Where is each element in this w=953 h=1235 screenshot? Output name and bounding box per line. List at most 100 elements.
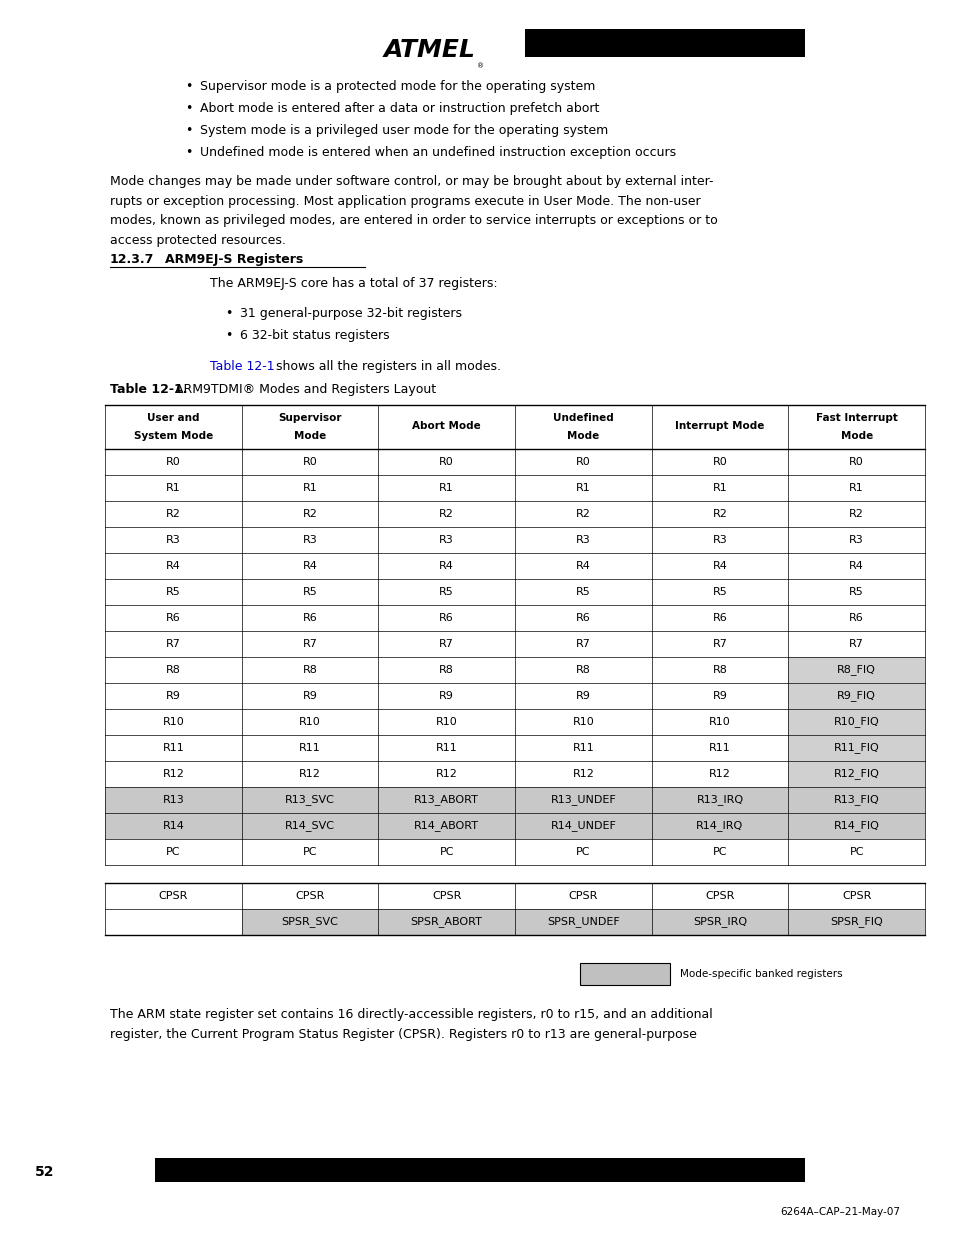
Text: Table 12-1.: Table 12-1.	[110, 383, 188, 396]
FancyBboxPatch shape	[651, 761, 787, 787]
FancyBboxPatch shape	[378, 683, 515, 709]
Text: SPSR_UNDEF: SPSR_UNDEF	[546, 916, 619, 927]
FancyBboxPatch shape	[378, 475, 515, 501]
FancyBboxPatch shape	[515, 475, 651, 501]
Text: R11_FIQ: R11_FIQ	[833, 742, 879, 753]
FancyBboxPatch shape	[378, 527, 515, 553]
Text: R11: R11	[708, 743, 730, 753]
Text: PC: PC	[166, 847, 180, 857]
Text: CPSR: CPSR	[432, 890, 461, 902]
Text: CPSR: CPSR	[841, 890, 870, 902]
Text: R9: R9	[166, 692, 180, 701]
FancyBboxPatch shape	[787, 475, 924, 501]
FancyBboxPatch shape	[787, 631, 924, 657]
Text: •: •	[185, 146, 193, 159]
FancyBboxPatch shape	[105, 787, 241, 813]
FancyBboxPatch shape	[105, 553, 241, 579]
Text: R10: R10	[436, 718, 457, 727]
FancyBboxPatch shape	[378, 813, 515, 839]
Text: R12: R12	[436, 769, 457, 779]
FancyBboxPatch shape	[787, 579, 924, 605]
Text: R4: R4	[848, 561, 863, 571]
Text: R2: R2	[848, 509, 863, 519]
FancyBboxPatch shape	[651, 883, 787, 909]
Text: The ARM9EJ-S core has a total of 37 registers:: The ARM9EJ-S core has a total of 37 regi…	[210, 277, 497, 290]
FancyBboxPatch shape	[105, 883, 241, 909]
Text: R5: R5	[438, 587, 454, 597]
Text: R5: R5	[712, 587, 726, 597]
Text: Undefined mode is entered when an undefined instruction exception occurs: Undefined mode is entered when an undefi…	[200, 146, 676, 159]
Text: R3: R3	[302, 535, 317, 545]
FancyBboxPatch shape	[378, 839, 515, 864]
FancyBboxPatch shape	[105, 735, 241, 761]
Text: PC: PC	[439, 847, 454, 857]
FancyBboxPatch shape	[787, 839, 924, 864]
Text: R0: R0	[438, 457, 454, 467]
FancyBboxPatch shape	[651, 501, 787, 527]
Text: R1: R1	[438, 483, 454, 493]
Text: R1: R1	[712, 483, 726, 493]
Text: R6: R6	[712, 613, 726, 622]
Text: R2: R2	[576, 509, 590, 519]
FancyBboxPatch shape	[105, 709, 241, 735]
Text: PC: PC	[576, 847, 590, 857]
Text: SPSR_ABORT: SPSR_ABORT	[411, 916, 482, 927]
Text: R6: R6	[166, 613, 180, 622]
Text: R5: R5	[302, 587, 317, 597]
FancyBboxPatch shape	[241, 631, 378, 657]
Text: R13_ABORT: R13_ABORT	[414, 794, 478, 805]
FancyBboxPatch shape	[787, 450, 924, 475]
FancyBboxPatch shape	[241, 709, 378, 735]
Text: register, the Current Program Status Register (CPSR). Registers r0 to r13 are ge: register, the Current Program Status Reg…	[110, 1028, 696, 1041]
Text: R13_UNDEF: R13_UNDEF	[550, 794, 616, 805]
FancyBboxPatch shape	[787, 813, 924, 839]
FancyBboxPatch shape	[787, 501, 924, 527]
FancyBboxPatch shape	[241, 813, 378, 839]
Text: ARM9TDMI® Modes and Registers Layout: ARM9TDMI® Modes and Registers Layout	[174, 383, 436, 396]
FancyBboxPatch shape	[787, 883, 924, 909]
FancyBboxPatch shape	[105, 683, 241, 709]
FancyBboxPatch shape	[105, 657, 241, 683]
Text: PC: PC	[712, 847, 726, 857]
FancyBboxPatch shape	[651, 657, 787, 683]
Text: R11: R11	[436, 743, 457, 753]
Text: R7: R7	[166, 638, 180, 650]
Text: R8: R8	[576, 664, 590, 676]
Text: R2: R2	[712, 509, 727, 519]
Text: R6: R6	[302, 613, 317, 622]
Text: R0: R0	[302, 457, 317, 467]
FancyBboxPatch shape	[651, 813, 787, 839]
FancyBboxPatch shape	[105, 579, 241, 605]
Text: R6: R6	[848, 613, 863, 622]
FancyBboxPatch shape	[515, 787, 651, 813]
Text: R1: R1	[576, 483, 590, 493]
Text: R4: R4	[576, 561, 590, 571]
Text: R1: R1	[302, 483, 317, 493]
FancyBboxPatch shape	[105, 909, 241, 935]
Text: Fast Interrupt: Fast Interrupt	[815, 412, 897, 424]
FancyBboxPatch shape	[651, 475, 787, 501]
FancyBboxPatch shape	[241, 909, 378, 935]
FancyBboxPatch shape	[378, 553, 515, 579]
FancyBboxPatch shape	[579, 963, 669, 986]
FancyBboxPatch shape	[105, 405, 924, 450]
Text: R1: R1	[166, 483, 180, 493]
FancyBboxPatch shape	[241, 501, 378, 527]
Text: R7: R7	[576, 638, 590, 650]
FancyBboxPatch shape	[241, 527, 378, 553]
FancyBboxPatch shape	[651, 709, 787, 735]
Text: R14_UNDEF: R14_UNDEF	[550, 820, 616, 831]
FancyBboxPatch shape	[651, 450, 787, 475]
Text: 6264A–CAP–21-May-07: 6264A–CAP–21-May-07	[780, 1207, 899, 1216]
FancyBboxPatch shape	[105, 761, 241, 787]
Text: R7: R7	[438, 638, 454, 650]
FancyBboxPatch shape	[241, 605, 378, 631]
Text: R9: R9	[576, 692, 590, 701]
FancyBboxPatch shape	[154, 1158, 804, 1182]
Text: 52: 52	[35, 1165, 54, 1179]
Text: Undefined: Undefined	[553, 412, 613, 424]
Text: Mode: Mode	[840, 431, 872, 441]
Text: 12.3.7: 12.3.7	[110, 253, 154, 266]
Text: 6 32-bit status registers: 6 32-bit status registers	[240, 329, 389, 342]
FancyBboxPatch shape	[378, 883, 515, 909]
